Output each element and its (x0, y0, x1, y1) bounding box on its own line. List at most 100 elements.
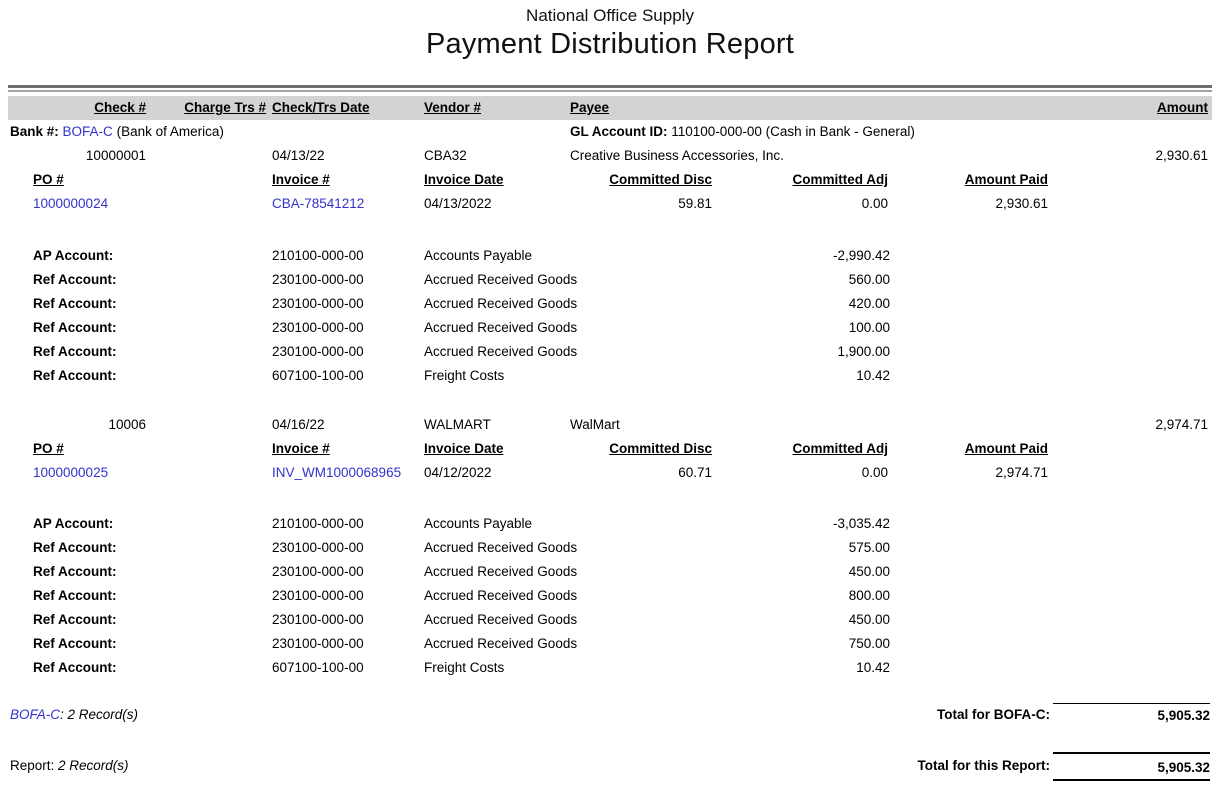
subheader-po-number: PO # (33, 172, 64, 187)
payee-name: WalMart (570, 417, 620, 432)
vendor-number: WALMART (424, 417, 491, 432)
po-number-link[interactable]: 1000000025 (33, 465, 109, 480)
bank-code-link[interactable]: BOFA-C (62, 124, 113, 139)
report-total-label: Total for this Report: (917, 758, 1051, 773)
column-header-check-number: Check # (94, 100, 146, 115)
bank-total-amount: 5,905.32 (1053, 703, 1210, 728)
distribution-description: Accrued Received Goods (424, 540, 578, 555)
distribution-description: Accrued Received Goods (424, 272, 578, 287)
subheader-invoice-date: Invoice Date (424, 172, 504, 187)
company-name: National Office Supply (526, 6, 694, 25)
subheader-committed-adj: Committed Adj (792, 441, 889, 456)
distribution-account: 230100-000-00 (272, 320, 364, 335)
vendor-number: CBA32 (424, 148, 467, 163)
subheader-invoice-number: Invoice # (272, 172, 330, 187)
invoice-date: 04/13/2022 (424, 196, 492, 211)
distribution-description: Accrued Received Goods (424, 296, 578, 311)
distribution-description: Freight Costs (424, 660, 505, 675)
subheader-committed-adj: Committed Adj (792, 172, 889, 187)
distribution-row: Ref Account: 230100-000-00 Accrued Recei… (0, 536, 1220, 560)
bank-total-label: Total for BOFA-C: (937, 707, 1050, 722)
title-divider (0, 85, 1220, 92)
bank-info-row: Bank #: BOFA-C (Bank of America) GL Acco… (0, 120, 1220, 144)
distribution-row: AP Account: 210100-000-00 Accounts Payab… (0, 512, 1220, 536)
distribution-account: 230100-000-00 (272, 564, 364, 579)
distribution-account: 230100-000-00 (272, 612, 364, 627)
subheader-amount-paid: Amount Paid (964, 441, 1048, 456)
distribution-row: Ref Account: 230100-000-00 Accrued Recei… (0, 560, 1220, 584)
check-number: 10000001 (85, 148, 146, 163)
distribution-description: Accrued Received Goods (424, 564, 578, 579)
distribution-amount: 10.42 (856, 368, 890, 383)
distribution-label: AP Account: (33, 516, 114, 531)
check-amount: 2,930.61 (1155, 148, 1208, 163)
check-trs-date: 04/13/22 (272, 148, 325, 163)
distribution-row: Ref Account: 230100-000-00 Accrued Recei… (0, 316, 1220, 340)
distribution-row: Ref Account: 230100-000-00 Accrued Recei… (0, 292, 1220, 316)
gl-account-info: GL Account ID: 110100-000-00 (Cash in Ba… (570, 120, 915, 144)
bank-number-label: Bank #: (10, 124, 59, 139)
distribution-row: AP Account: 210100-000-00 Accounts Payab… (0, 244, 1220, 268)
payee-name: Creative Business Accessories, Inc. (570, 148, 784, 163)
report-title: Payment Distribution Report (425, 28, 795, 60)
distribution-description: Accounts Payable (424, 516, 533, 531)
column-header-vendor-number: Vendor # (424, 100, 482, 115)
distribution-row: Ref Account: 607100-100-00 Freight Costs… (0, 364, 1220, 388)
distribution-amount: 100.00 (848, 320, 890, 335)
distribution-description: Freight Costs (424, 368, 505, 383)
distribution-description: Accrued Received Goods (424, 612, 578, 627)
gl-account-label: GL Account ID: (570, 124, 668, 139)
distribution-label: Ref Account: (33, 660, 117, 675)
po-number-link[interactable]: 1000000024 (33, 196, 109, 211)
distribution-account: 230100-000-00 (272, 272, 364, 287)
check-row: 10006 04/16/22 WALMART WalMart 2,974.71 (0, 413, 1220, 437)
distribution-row: Ref Account: 230100-000-00 Accrued Recei… (0, 340, 1220, 364)
distribution-account: 230100-000-00 (272, 540, 364, 555)
check-amount: 2,974.71 (1155, 417, 1208, 432)
check-number: 10006 (108, 417, 146, 432)
distribution-label: Ref Account: (33, 320, 117, 335)
amount-paid: 2,974.71 (995, 465, 1048, 480)
distribution-account: 607100-100-00 (272, 368, 364, 383)
amount-paid: 2,930.61 (995, 196, 1048, 211)
distribution-amount: -3,035.42 (832, 516, 890, 531)
committed-adj: 0.00 (861, 465, 888, 480)
distribution-label: AP Account: (33, 248, 114, 263)
distribution-label: Ref Account: (33, 296, 117, 311)
distribution-label: Ref Account: (33, 588, 117, 603)
distribution-label: Ref Account: (33, 272, 117, 287)
committed-disc: 59.81 (678, 196, 712, 211)
subheader-po-number: PO # (33, 441, 64, 456)
bank-name: (Bank of America) (116, 124, 224, 139)
column-header-amount: Amount (1157, 100, 1208, 115)
bank-subtotal-row: BOFA-C: 2 Record(s) Total for BOFA-C: 5,… (0, 703, 1220, 727)
distribution-account: 230100-000-00 (272, 296, 364, 311)
distribution-amount: 10.42 (856, 660, 890, 675)
check-trs-date: 04/16/22 (272, 417, 325, 432)
bank-code-link[interactable]: BOFA-C (10, 707, 60, 722)
invoice-number-link[interactable]: CBA-78541212 (272, 196, 365, 211)
distribution-row: Ref Account: 230100-000-00 Accrued Recei… (0, 268, 1220, 292)
distribution-account: 607100-100-00 (272, 660, 364, 675)
gl-account-value: 110100-000-00 (Cash in Bank - General) (671, 124, 915, 139)
report-record-count-text: 2 Record(s) (54, 758, 129, 773)
distribution-label: Ref Account: (33, 344, 117, 359)
distribution-account: 210100-000-00 (272, 248, 364, 263)
distribution-amount: 560.00 (848, 272, 890, 287)
invoice-number-link[interactable]: INV_WM1000068965 (272, 465, 402, 480)
distribution-description: Accounts Payable (424, 248, 533, 263)
distribution-row: Ref Account: 230100-000-00 Accrued Recei… (0, 584, 1220, 608)
distribution-label: Ref Account: (33, 636, 117, 651)
invoice-row: 1000000024 CBA-78541212 04/13/2022 59.81… (0, 192, 1220, 216)
column-header-band: Check # Charge Trs # Check/Trs Date Vend… (0, 96, 1220, 120)
distribution-label: Ref Account: (33, 564, 117, 579)
distribution-row: Ref Account: 607100-100-00 Freight Costs… (0, 656, 1220, 680)
column-header-check-trs-date: Check/Trs Date (272, 100, 370, 115)
distribution-amount: 450.00 (848, 564, 890, 579)
subheader-amount-paid: Amount Paid (964, 172, 1048, 187)
invoice-row: 1000000025 INV_WM1000068965 04/12/2022 6… (0, 461, 1220, 485)
distribution-label: Ref Account: (33, 540, 117, 555)
report-record-count-label: Report: (10, 758, 55, 773)
column-header-charge-trs: Charge Trs # (184, 100, 266, 115)
